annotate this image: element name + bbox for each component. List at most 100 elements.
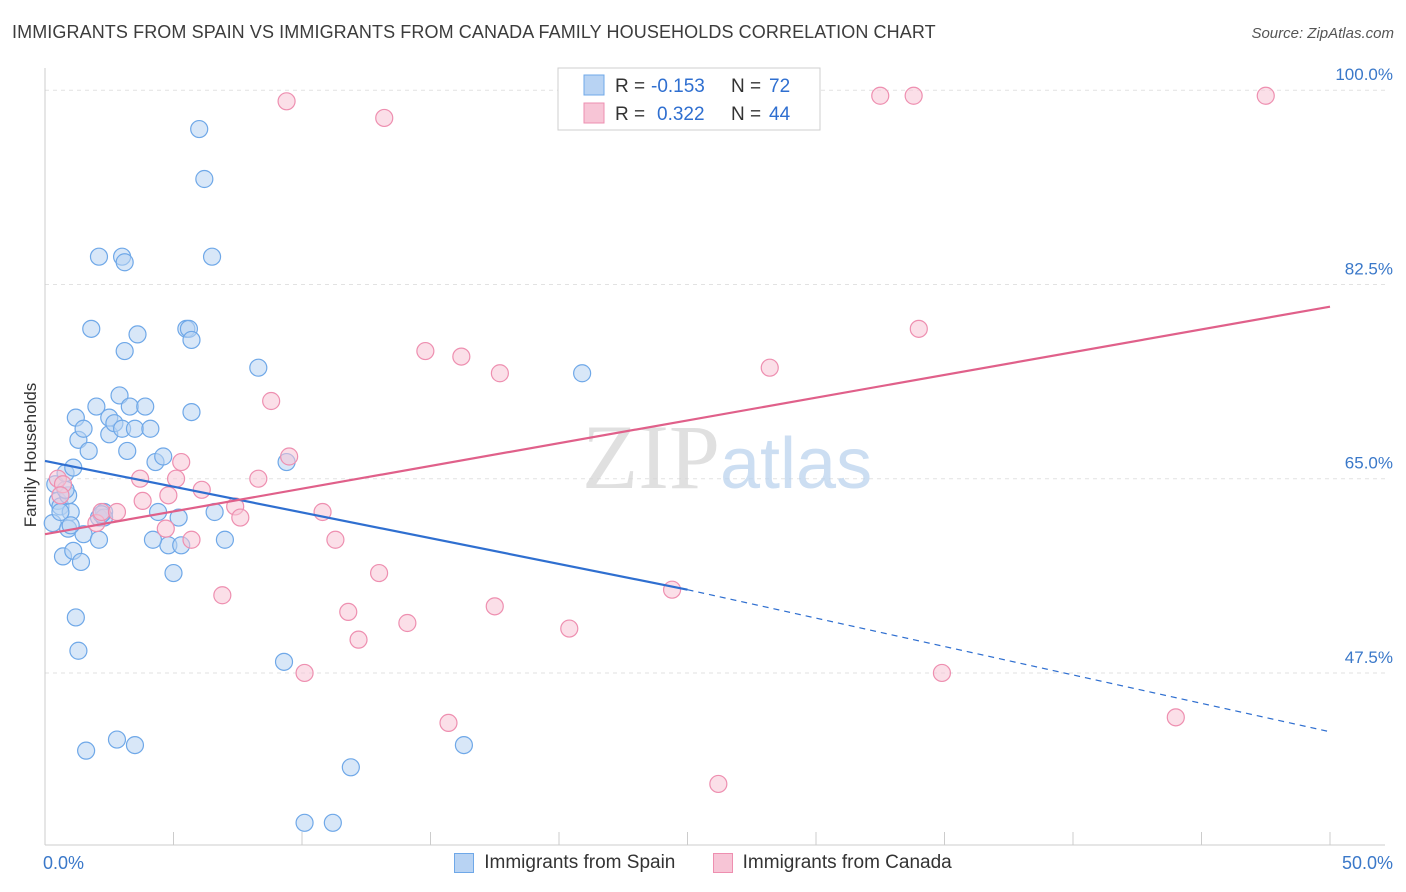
legend-swatch-canada xyxy=(712,853,733,873)
y-tick-label: 47.5% xyxy=(1345,648,1393,667)
data-point xyxy=(760,358,779,377)
data-point xyxy=(159,486,178,505)
y-tick-label: 82.5% xyxy=(1345,259,1393,278)
data-point xyxy=(125,735,145,755)
stats-n-label-spain: N = xyxy=(731,76,761,97)
bottom-legend: Immigrants from Spain Immigrants from Ca… xyxy=(0,852,1406,879)
trend-lines xyxy=(44,305,1331,733)
data-point xyxy=(295,813,314,832)
watermark-zip: ZIP xyxy=(582,406,720,508)
trend-line-spain xyxy=(44,459,688,591)
data-point xyxy=(904,86,923,105)
x-tick-labels: 0.0% 50.0% xyxy=(43,853,1393,873)
legend-swatch-spain xyxy=(454,853,475,873)
axes xyxy=(44,68,1385,846)
data-point xyxy=(454,735,474,755)
data-point xyxy=(190,119,209,139)
data-point xyxy=(118,441,137,461)
data-point xyxy=(77,741,96,760)
data-point xyxy=(416,341,435,361)
watermark-atlas: atlas xyxy=(720,424,872,504)
watermark: ZIP atlas xyxy=(582,406,872,508)
data-point xyxy=(375,108,394,128)
data-point xyxy=(66,608,85,627)
data-point xyxy=(89,247,109,266)
stats-n-label-canada: N = xyxy=(731,104,761,125)
data-point xyxy=(932,663,952,683)
legend-item-canada[interactable]: Immigrants from Canada xyxy=(712,852,952,874)
data-point xyxy=(452,347,471,366)
data-point xyxy=(490,364,509,383)
data-point xyxy=(74,419,93,438)
x-tick-label: 0.0% xyxy=(43,853,84,873)
data-point xyxy=(215,530,234,549)
data-point xyxy=(107,730,127,749)
data-point xyxy=(89,530,109,549)
data-point xyxy=(182,330,201,350)
data-point xyxy=(249,469,268,488)
data-point xyxy=(573,364,592,383)
data-point xyxy=(154,447,173,466)
data-point xyxy=(398,613,417,633)
data-point xyxy=(115,341,134,361)
data-point xyxy=(370,563,389,583)
stats-n-value-spain: 72 xyxy=(769,76,790,97)
grid-lines xyxy=(45,89,1385,674)
trend-line-canada xyxy=(44,305,1331,536)
data-point xyxy=(51,486,70,505)
data-point xyxy=(709,774,728,794)
data-point xyxy=(172,452,191,472)
data-point xyxy=(125,419,145,438)
stats-r-value-canada: 0.322 xyxy=(657,104,705,125)
stats-legend: R = -0.153 N = 72 R = 0.322 N = 44 xyxy=(557,67,821,131)
data-point xyxy=(82,319,101,338)
data-point xyxy=(323,813,342,832)
data-point xyxy=(909,319,928,338)
data-point xyxy=(87,397,106,416)
data-point xyxy=(1166,708,1185,727)
stats-r-label-spain: R = xyxy=(615,76,645,97)
series-canada-points xyxy=(48,86,1275,794)
data-point xyxy=(295,663,314,683)
data-point xyxy=(277,92,296,111)
y-tick-label: 65.0% xyxy=(1345,454,1393,473)
data-point xyxy=(195,169,214,189)
data-point xyxy=(166,469,186,488)
data-point xyxy=(439,713,458,733)
data-point xyxy=(156,519,175,538)
data-point xyxy=(69,641,88,660)
data-point xyxy=(169,508,188,527)
data-point xyxy=(133,491,152,510)
data-point xyxy=(107,502,127,522)
chart-title: IMMIGRANTS FROM SPAIN VS IMMIGRANTS FROM… xyxy=(12,22,936,42)
data-point xyxy=(115,253,134,272)
series-spain-points xyxy=(43,119,592,832)
data-point xyxy=(662,580,682,599)
stats-legend-swatch-spain xyxy=(583,74,605,96)
data-point xyxy=(262,391,281,411)
data-point xyxy=(141,419,160,438)
data-point xyxy=(560,619,579,638)
y-axis-label: Family Households xyxy=(21,383,40,528)
trend-line-spain-extension xyxy=(687,589,1331,733)
stats-r-value-spain: -0.153 xyxy=(651,76,705,97)
data-point xyxy=(128,325,147,344)
legend-label-canada: Immigrants from Canada xyxy=(742,852,952,873)
legend-item-spain[interactable]: Immigrants from Spain xyxy=(454,852,675,874)
data-point xyxy=(164,563,183,583)
data-point xyxy=(349,630,368,649)
data-point xyxy=(1256,86,1275,105)
y-tick-label: 100.0% xyxy=(1335,65,1393,84)
data-point xyxy=(143,530,163,549)
data-point xyxy=(71,552,91,572)
y-tick-labels: 47.5% 65.0% 82.5% 100.0% xyxy=(1335,65,1393,667)
data-point xyxy=(92,502,111,522)
data-point xyxy=(274,652,294,671)
data-point xyxy=(136,397,155,416)
stats-legend-swatch-canada xyxy=(583,102,605,124)
stats-n-value-canada: 44 xyxy=(769,104,791,125)
data-point xyxy=(341,758,360,777)
data-point xyxy=(120,397,139,416)
data-point xyxy=(182,403,201,422)
data-point xyxy=(871,86,890,105)
